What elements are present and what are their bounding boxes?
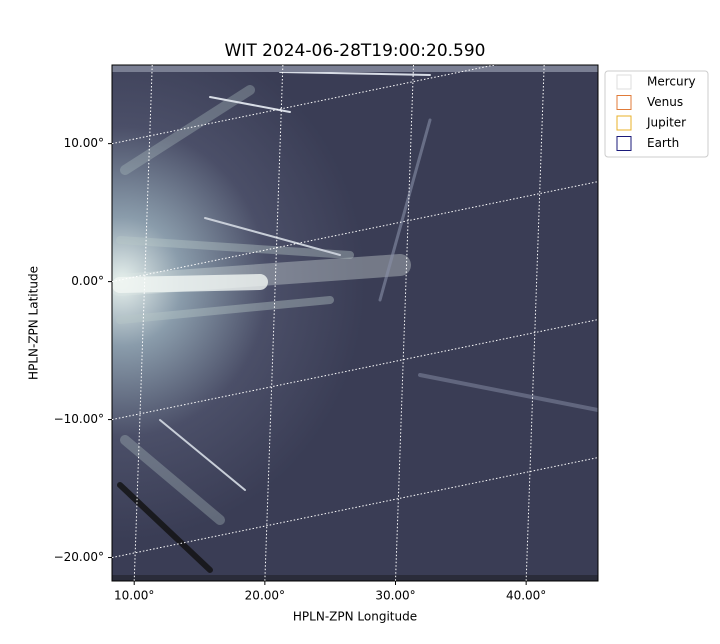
legend-swatch (616, 74, 632, 90)
legend-label: Venus (647, 95, 683, 109)
legend-swatch (616, 95, 632, 110)
legend-frame (604, 70, 709, 158)
image-background (112, 65, 598, 581)
x-tick-label: 40.00° (506, 589, 546, 603)
legend-swatch (616, 115, 632, 131)
grid-line (112, 457, 598, 559)
image-streaks (112, 65, 598, 581)
legend: Mercury Venus Jupiter Earth (604, 70, 709, 158)
legend-label: Mercury (647, 75, 696, 89)
legend-label: Jupiter (646, 116, 686, 130)
y-tick-label: −10.00° (54, 412, 104, 426)
legend-swatch (616, 136, 632, 151)
y-tick-label: 10.00° (64, 136, 104, 150)
y-axis-label: HPLN-ZPN Latitude (27, 266, 41, 380)
y-tick-label: 0.00° (71, 274, 104, 288)
x-tick-label: 20.00° (245, 589, 285, 603)
grid-line (112, 319, 598, 421)
plot-frame (111, 64, 599, 582)
x-tick-label: 30.00° (375, 589, 415, 603)
y-tick-label: −20.00° (54, 550, 104, 564)
x-axis-label: HPLN-ZPN Longitude (293, 610, 417, 624)
grid-line (112, 181, 598, 283)
grid (112, 65, 598, 581)
chart-title: WIT 2024-06-28T19:00:20.590 (225, 41, 486, 61)
x-tick-label: 10.00° (114, 589, 154, 603)
legend-label: Earth (647, 136, 679, 150)
